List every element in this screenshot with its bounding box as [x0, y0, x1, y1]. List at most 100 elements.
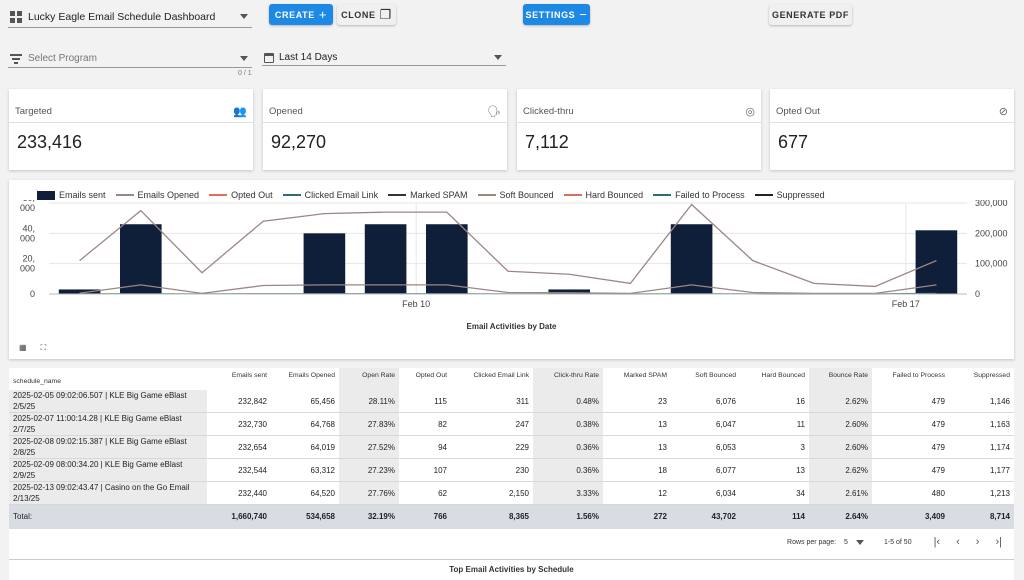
column-header[interactable]: Emails Opened	[288, 372, 335, 379]
table-cell: 480	[872, 481, 949, 505]
table-view-icon[interactable]: ▦	[19, 343, 27, 352]
column-header[interactable]: schedule_name	[13, 378, 61, 385]
rows-per-page-select[interactable]: 5	[844, 539, 868, 546]
total-cell: 1.56%	[533, 504, 603, 529]
legend-item[interactable]: Failed to Process	[653, 190, 745, 200]
chevron-down-icon	[240, 14, 248, 19]
chart-plot: 020,00040,00060,0000100,000200,000300,00…	[20, 200, 1008, 309]
prev-page-icon[interactable]: ‹	[956, 536, 960, 548]
legend-item[interactable]: Emails Opened	[115, 190, 200, 200]
table-cell: 3	[740, 435, 809, 459]
column-header[interactable]: Open Rate	[339, 368, 399, 390]
bar-emails-sent	[58, 289, 101, 294]
legend-item[interactable]: Soft Bounced	[477, 190, 554, 200]
chevron-down-icon	[494, 55, 502, 60]
table-cell: 479	[872, 435, 949, 459]
kpi-title: Clicked-thru	[523, 106, 574, 117]
table-row[interactable]: 2025-02-09 08:00:34.20 | KLE Big Game eB…	[9, 458, 1014, 482]
dashboard-select[interactable]: Lucky Eagle Email Schedule Dashboard	[8, 6, 252, 28]
table-cell: 232,544	[207, 458, 271, 482]
legend-item[interactable]: Hard Bounced	[563, 190, 644, 200]
next-page-icon[interactable]: ›	[975, 536, 980, 548]
column-header[interactable]: Soft Bounced	[695, 372, 736, 379]
plus-icon: +	[318, 7, 328, 22]
column-header[interactable]: Emails sent	[231, 372, 267, 379]
kpi-title: Opted Out	[776, 106, 820, 117]
legend-label: Emails Opened	[137, 190, 200, 200]
table-cell: 1,177	[949, 458, 1014, 482]
total-cell: 32.19%	[339, 504, 399, 529]
legend-swatch	[209, 194, 228, 196]
legend-swatch	[388, 194, 407, 196]
legend-item[interactable]: Clicked Email Link	[282, 190, 378, 200]
y-tick-label: 40,	[22, 223, 35, 233]
fullscreen-icon[interactable]: ⛶	[40, 343, 47, 352]
kpi-value: 233,416	[17, 132, 83, 152]
column-header[interactable]: Bounce Rate	[809, 368, 872, 390]
last-page-icon[interactable]: ›|	[995, 536, 1002, 548]
table-cell: 2025-02-08 09:02:15.387 | KLE Big Game e…	[9, 435, 207, 459]
clone-label: CLONE	[341, 9, 376, 20]
date-range-select[interactable]: Last 14 Days	[262, 50, 506, 66]
total-cell: 2.64%	[809, 504, 872, 529]
legend-swatch	[653, 194, 672, 196]
table-row[interactable]: 2025-02-13 09:02:43.47 | Casino on the G…	[9, 481, 1014, 505]
table-cell: 479	[872, 458, 949, 482]
column-header[interactable]: Hard Bounced	[761, 372, 805, 379]
table-row[interactable]: 2025-02-05 09:02:06.507 | KLE Big Game e…	[9, 390, 1014, 413]
generate-pdf-button[interactable]: GENERATE PDF	[769, 4, 852, 25]
table-cell: 232,730	[207, 412, 271, 436]
table-cell: 6,034	[671, 481, 740, 505]
table-cell: 311	[451, 390, 533, 413]
column-header[interactable]: Clicked Email Link	[473, 372, 529, 379]
column-header[interactable]: Click-thru Rate	[533, 368, 603, 390]
clone-button[interactable]: CLONE ❐	[337, 4, 396, 25]
legend-item[interactable]: Emails sent	[37, 190, 106, 200]
date-range-label: Last 14 Days	[279, 52, 338, 63]
table-cell: 230	[451, 458, 533, 482]
speaker-person-icon: 🗣	[487, 106, 501, 118]
total-cell: Total:	[9, 504, 207, 529]
table-cell: 27.52%	[339, 435, 399, 459]
program-select[interactable]: Select Program	[8, 50, 252, 68]
y-tick-label: 000	[20, 203, 35, 213]
program-placeholder: Select Program	[28, 53, 97, 64]
x-tick-label: Feb 10	[402, 299, 430, 309]
y-tick-label: 0	[30, 289, 35, 299]
table-row[interactable]: 2025-02-07 11:00:14.28 | KLE Big Game eB…	[9, 412, 1014, 436]
table-cell: 82	[399, 412, 451, 436]
legend-label: Hard Bounced	[585, 190, 644, 200]
table-cell: 247	[451, 412, 533, 436]
minus-icon: −	[579, 7, 588, 22]
column-header[interactable]: Failed to Process	[892, 372, 945, 379]
y-tick-label: 000	[20, 264, 35, 274]
table-total-row: Total: 1,660,740 534,658 32.19% 766 8,365 1.56…	[9, 504, 1014, 529]
legend-label: Failed to Process	[675, 190, 745, 200]
column-header[interactable]: Marked SPAM	[623, 372, 667, 379]
table-row[interactable]: 2025-02-08 09:02:15.387 | KLE Big Game e…	[9, 435, 1014, 459]
first-page-icon[interactable]: |‹	[933, 536, 941, 548]
settings-button[interactable]: SETTINGS −	[523, 4, 590, 25]
table-cell: 28.11%	[339, 390, 399, 413]
table-cell: 11	[740, 412, 809, 436]
table-cell: 63,312	[271, 458, 339, 482]
rows-per-page-value: 5	[844, 538, 848, 546]
y-tick-label: 20,	[22, 254, 35, 264]
table-cell: 2025-02-09 08:00:34.20 | KLE Big Game eB…	[9, 458, 207, 482]
legend-swatch	[37, 190, 55, 200]
table-cell: 229	[451, 435, 533, 459]
legend-item[interactable]: Opted Out	[209, 190, 273, 200]
total-cell: 8,365	[451, 504, 533, 529]
legend-item[interactable]: Suppressed	[754, 190, 825, 200]
column-header[interactable]: Suppressed	[973, 372, 1010, 379]
column-header[interactable]: Opted Out	[415, 372, 447, 379]
y2-tick-label: 300,000	[975, 200, 1008, 208]
table-cell: 232,654	[207, 435, 271, 459]
x-tick-label: Feb 17	[892, 299, 920, 309]
legend-item[interactable]: Marked SPAM	[388, 190, 468, 200]
table-cell: 0.36%	[533, 458, 603, 482]
y2-tick-label: 100,000	[975, 259, 1008, 269]
y2-tick-label: 0	[975, 289, 980, 299]
chevron-down-icon	[855, 539, 864, 545]
create-button[interactable]: CREATE +	[269, 4, 333, 25]
